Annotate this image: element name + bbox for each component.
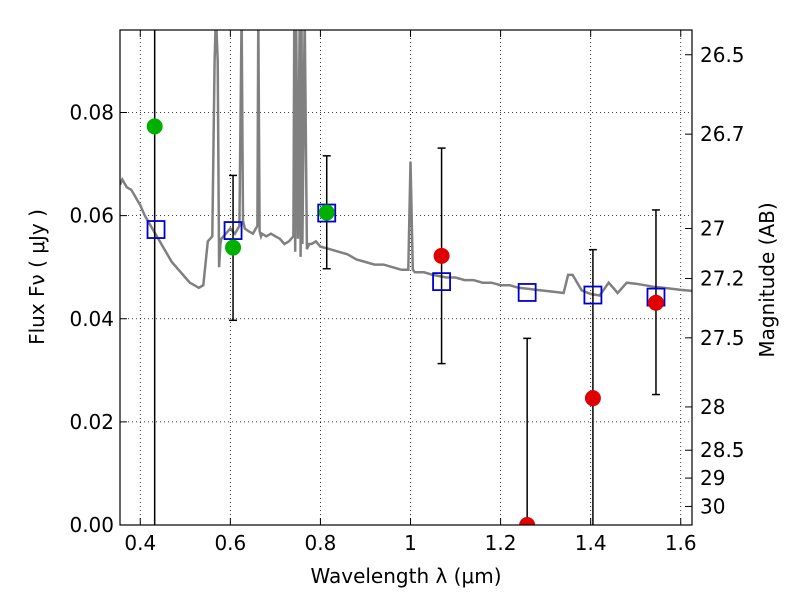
y-tick-label: 0.04: [69, 307, 114, 331]
y-tick-label: 0.00: [69, 513, 114, 537]
right-tick-label: 28: [700, 395, 725, 419]
observed-flux-point: [519, 517, 536, 525]
right-tick-label: 27: [700, 217, 725, 241]
observed-flux-point: [433, 247, 450, 264]
spectrum-line: [120, 30, 692, 297]
model-photometry-square: [223, 221, 243, 240]
right-tick-label: 27.2: [700, 267, 745, 291]
observed-flux-point: [647, 294, 664, 311]
model-photometry-square: [146, 220, 166, 239]
y-tick-label: 0.02: [69, 410, 114, 434]
y-tick-label: 0.06: [69, 204, 114, 228]
right-tick-label: 26.7: [700, 122, 745, 146]
observed-flux-point: [146, 118, 163, 135]
data-markers: [146, 118, 666, 525]
x-tick-label: 1.2: [485, 531, 517, 555]
y-axis-title: Flux Fν ( μJy ): [25, 209, 49, 345]
x-axis-ticks: 0.4 0.6 0.8 1 1.2 1.4 1.6: [124, 30, 697, 555]
right-tick-label: 26.5: [700, 43, 745, 67]
y-axis-ticks: 0.00 0.02 0.04 0.06 0.08: [69, 101, 127, 537]
plot-frame: [119, 29, 693, 526]
y-tick-label: 0.08: [69, 101, 114, 125]
observed-flux-point: [584, 390, 601, 407]
right-tick-label: 27.5: [700, 326, 745, 350]
x-tick-label: 0.6: [214, 531, 246, 555]
observed-flux-point: [225, 239, 242, 256]
x-tick-label: 1: [404, 531, 417, 555]
x-tick-label: 0.8: [305, 531, 337, 555]
right-tick-label: 30: [700, 494, 725, 518]
plot-background: [120, 30, 692, 525]
right-tick-label: 28.5: [700, 438, 745, 462]
model-photometry-square: [432, 272, 451, 292]
model-photometry-square: [583, 285, 603, 305]
right-axis-ticks: 26.5 26.7 27 27.2 27.5 28 28.5 29 30: [685, 43, 745, 518]
right-axis-title: Magnitude (AB): [755, 202, 779, 357]
x-tick-label: 0.4: [124, 531, 156, 555]
model-spectrum: [120, 30, 692, 297]
observed-flux-point: [318, 204, 335, 221]
x-axis-title: Wavelength λ (μm): [310, 564, 501, 588]
x-tick-label: 1.6: [665, 531, 697, 555]
model-photometry-square: [517, 283, 537, 302]
right-tick-label: 29: [700, 466, 725, 490]
x-tick-label: 1.4: [575, 531, 607, 555]
